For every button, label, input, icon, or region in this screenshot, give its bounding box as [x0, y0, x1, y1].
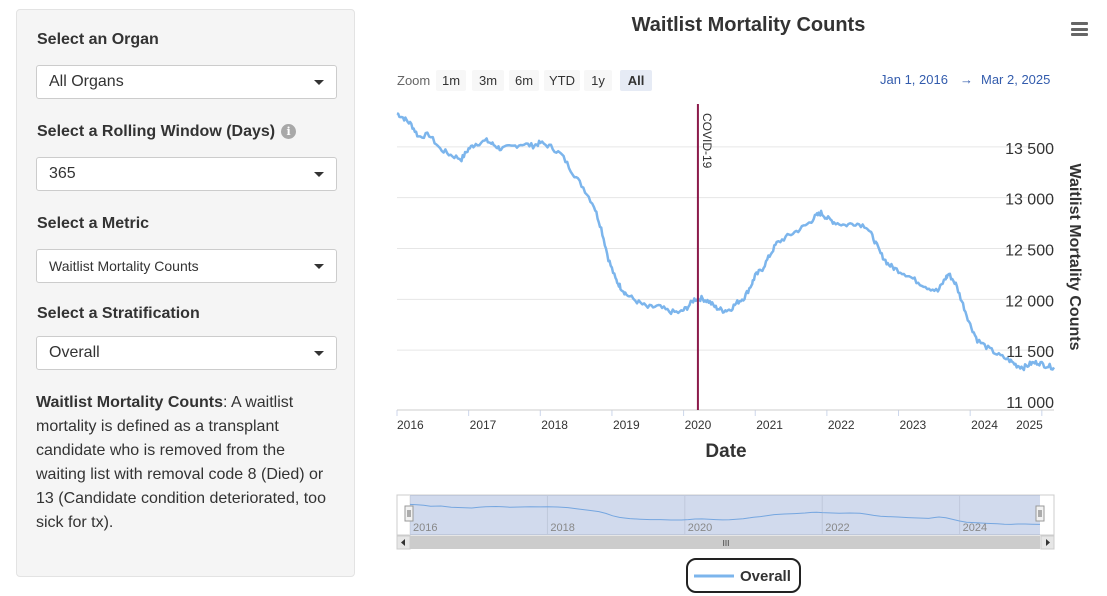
navigator-mask[interactable] — [410, 495, 1040, 535]
legend-item-overall[interactable]: Overall — [740, 568, 791, 585]
y-axis-title: Waitlist Mortality Counts — [1066, 164, 1083, 351]
x-tick-label: 2016 — [397, 418, 424, 432]
series-line-overall — [396, 112, 1056, 372]
metric-select-value: Waitlist Mortality Counts — [49, 258, 199, 274]
navigator-left-handle[interactable] — [404, 505, 414, 522]
svg-text:All: All — [628, 73, 645, 88]
navigator-label: 2022 — [825, 522, 849, 534]
stratification-select-value: Overall — [49, 344, 100, 361]
rolling-window-label-text: Select a Rolling Window (Days) — [37, 123, 276, 140]
navigator-series — [409, 503, 1041, 525]
metric-select[interactable]: Waitlist Mortality Counts — [36, 249, 337, 283]
svg-text:1m: 1m — [442, 73, 460, 88]
metric-description-term: Waitlist Mortality Counts — [36, 394, 223, 411]
x-tick-label: 2022 — [828, 418, 855, 432]
svg-text:YTD: YTD — [549, 73, 575, 88]
svg-text:3m: 3m — [479, 73, 497, 88]
x-tick-label: 2019 — [613, 418, 640, 432]
navigator-label: 2020 — [688, 522, 712, 534]
caret-down-icon — [314, 172, 324, 177]
y-tick-label: 11 000 — [1006, 395, 1054, 412]
range-from-input[interactable]: Jan 1, 2016 — [880, 72, 948, 87]
caret-down-icon — [314, 80, 324, 85]
organ-select[interactable]: All Organs — [36, 65, 337, 99]
svg-text:1y: 1y — [591, 73, 605, 88]
metric-label: Select a Metric — [37, 215, 150, 232]
zoom-button-1m[interactable]: 1m — [436, 70, 466, 91]
legend-box — [686, 558, 801, 593]
y-tick-label: 13 000 — [1005, 192, 1054, 209]
info-icon[interactable]: i — [281, 124, 297, 139]
x-axis-title: Date — [705, 441, 746, 462]
rolling-window-select[interactable]: 365 — [36, 157, 337, 191]
zoom-label: Zoom — [397, 73, 430, 88]
rolling-window-select-value: 365 — [49, 165, 76, 182]
range-arrow: → — [960, 72, 973, 87]
metric-description: Waitlist Mortality Counts: A waitlist mo… — [36, 391, 336, 535]
x-tick-label: 2021 — [756, 418, 783, 432]
navigator-label: 2018 — [550, 522, 574, 534]
metric-description-text: : A waitlist mortality is defined as a t… — [36, 394, 326, 531]
x-tick-label: 2017 — [470, 418, 497, 432]
hamburger-menu-icon[interactable] — [1071, 22, 1088, 36]
chart-title: Waitlist Mortality Counts — [631, 14, 866, 36]
zoom-button-all[interactable]: All — [620, 70, 652, 91]
zoom-button-ytd[interactable]: YTD — [544, 70, 580, 91]
sidebar-panel: Select an Organ All Organs Select a Roll… — [16, 9, 355, 577]
navigator-right-handle[interactable] — [1035, 505, 1045, 522]
y-tick-label: 12 000 — [1005, 293, 1054, 310]
scrollbar-grip: III — [723, 539, 730, 548]
zoom-button-6m[interactable]: 6m — [509, 70, 539, 91]
y-tick-label: 12 500 — [1005, 243, 1054, 260]
caret-down-icon — [314, 351, 324, 356]
caret-down-icon — [314, 264, 324, 269]
x-tick-label: 2023 — [900, 418, 927, 432]
legend[interactable]: Overall — [686, 558, 801, 593]
scrollbar-thumb[interactable] — [410, 536, 1040, 549]
x-tick-label: 2018 — [541, 418, 568, 432]
stratification-select[interactable]: Overall — [36, 336, 337, 370]
x-tick-label: 2020 — [685, 418, 712, 432]
x-tick-label: 2025 — [1016, 418, 1043, 432]
navigator-label: 2024 — [963, 522, 987, 534]
range-to-input[interactable]: Mar 2, 2025 — [981, 72, 1050, 87]
zoom-button-3m[interactable]: 3m — [472, 70, 504, 91]
organ-select-value: All Organs — [49, 73, 124, 90]
rolling-window-label: Select a Rolling Window (Days) i — [37, 123, 297, 141]
covid-plot-line-label: COVID-19 — [700, 113, 714, 169]
stratification-label: Select a Stratification — [37, 305, 200, 322]
y-tick-label: 13 500 — [1005, 141, 1054, 158]
x-tick-label: 2024 — [971, 418, 998, 432]
navigator-label: 2016 — [413, 522, 437, 534]
scroll-right-arrow-icon — [1046, 539, 1050, 546]
zoom-button-1y[interactable]: 1y — [584, 70, 612, 91]
y-tick-label: 11 500 — [1006, 344, 1054, 361]
organ-label: Select an Organ — [37, 31, 159, 48]
navigator-frame — [396, 494, 1055, 536]
svg-text:6m: 6m — [515, 73, 533, 88]
scroll-left-arrow-icon — [401, 539, 405, 546]
